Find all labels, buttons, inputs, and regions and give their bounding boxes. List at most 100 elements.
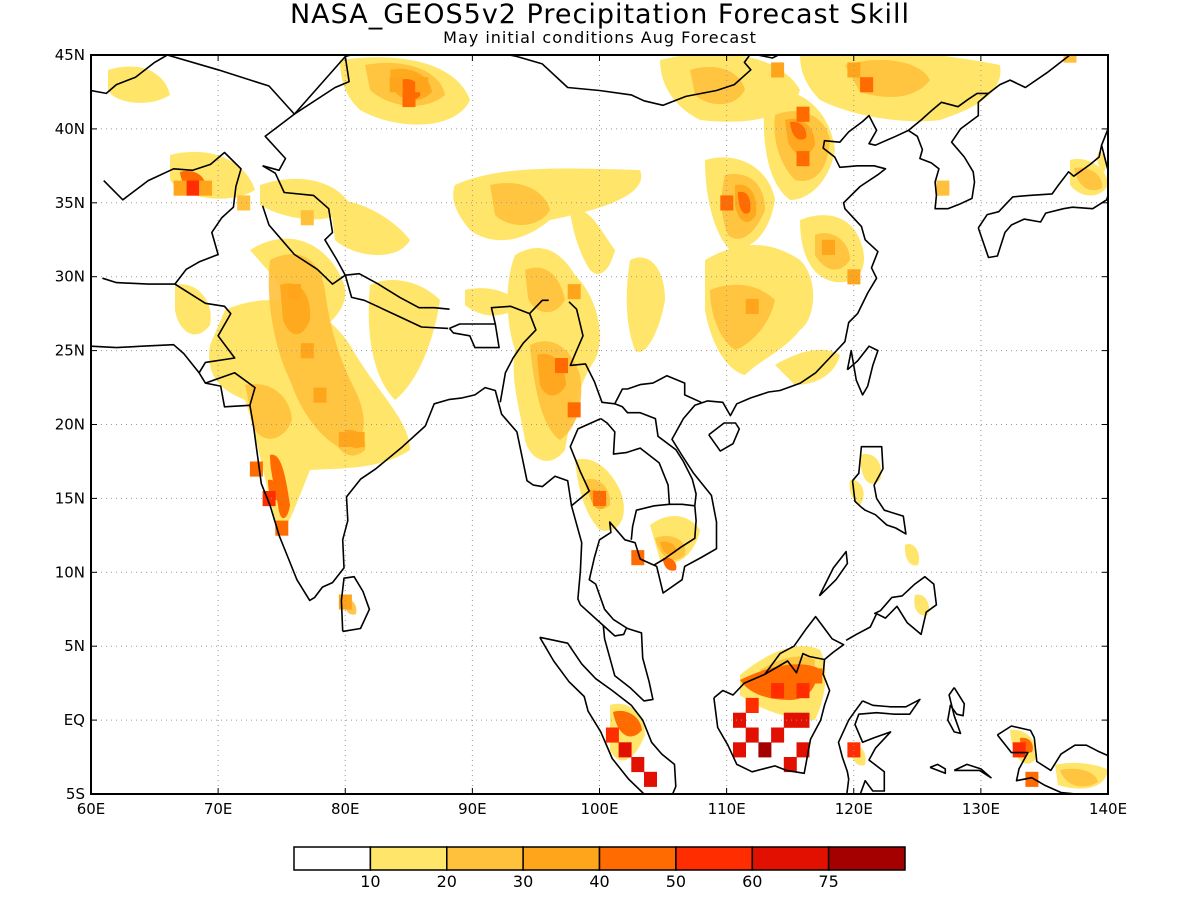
colorbar-label: 40 xyxy=(589,872,609,891)
skill-cell xyxy=(745,697,759,713)
skill-cell xyxy=(415,77,429,93)
skill-cell xyxy=(758,742,772,758)
skill-cell xyxy=(771,683,785,699)
skill-cell xyxy=(796,742,810,758)
skill-cell xyxy=(847,742,861,758)
coastline xyxy=(261,205,346,285)
x-tick-label: 90E xyxy=(458,800,487,818)
x-tick-label: 140E xyxy=(1089,800,1127,818)
coastline xyxy=(947,687,966,735)
x-tick-label: 110E xyxy=(708,800,746,818)
y-tick-label: 15N xyxy=(55,489,85,507)
y-tick-label: 20N xyxy=(55,416,85,434)
skill-cell xyxy=(593,491,607,507)
coastline xyxy=(91,55,168,95)
skill-cell xyxy=(745,298,759,314)
coastline xyxy=(499,313,537,403)
skill-cell xyxy=(860,77,874,93)
skill-cell xyxy=(745,727,759,743)
colorbar-swatch xyxy=(446,846,524,871)
grid-lines xyxy=(91,55,1108,794)
skill-cell xyxy=(186,180,200,196)
skill-cell xyxy=(771,727,785,743)
x-tick-label: 130E xyxy=(962,800,1000,818)
skill-cell xyxy=(809,668,823,684)
y-tick-label: 40N xyxy=(55,120,85,138)
coastline xyxy=(764,652,825,675)
colorbar-label: 75 xyxy=(818,872,838,891)
coastline xyxy=(167,55,346,115)
y-axis: 45N 40N 35N 30N 25N 20N 15N 10N 5N EQ 5S xyxy=(55,46,1108,803)
skill-cell xyxy=(313,387,327,403)
coastline xyxy=(344,274,449,330)
x-axis: 60E 70E 80E 90E 100E 110E 120E 130E 140E xyxy=(77,55,1127,818)
coastline xyxy=(262,55,354,172)
coastline xyxy=(602,624,627,637)
skill-cell xyxy=(555,358,568,374)
skill-cell xyxy=(300,343,314,359)
colorbar-label: 50 xyxy=(666,872,686,891)
coastline xyxy=(653,503,697,566)
coastline xyxy=(539,636,677,794)
coastline xyxy=(505,55,781,107)
coastline xyxy=(846,345,879,396)
coastlines xyxy=(91,55,1108,794)
skill-cell xyxy=(733,742,746,758)
skill-cell xyxy=(771,62,785,78)
skill-cell xyxy=(796,683,810,699)
colorbar-label: 60 xyxy=(742,872,762,891)
skill-cell xyxy=(733,712,746,728)
coastline xyxy=(345,272,450,310)
skill-cell xyxy=(237,195,251,211)
colorbar-label: 10 xyxy=(360,872,380,891)
skill-cell xyxy=(1063,55,1077,63)
skill-cell xyxy=(631,757,645,773)
colorbar-label: 20 xyxy=(437,872,457,891)
skill-cell xyxy=(618,742,632,758)
skill-cell xyxy=(402,92,416,108)
skill-cell xyxy=(796,712,810,728)
y-tick-label: 25N xyxy=(55,342,85,360)
colorbar-swatch xyxy=(293,846,372,871)
colorbar-swatch xyxy=(751,846,830,871)
coastline xyxy=(600,417,671,540)
skill-cell xyxy=(389,77,403,93)
skill-cell xyxy=(567,284,581,300)
coastline xyxy=(614,403,697,506)
skill-cell xyxy=(783,712,797,728)
skill-cell xyxy=(847,269,861,285)
coastline xyxy=(988,55,1071,95)
x-tick-label: 80E xyxy=(331,800,360,818)
coastline xyxy=(837,698,921,794)
skill-cell xyxy=(567,402,581,418)
skill-cell xyxy=(644,771,657,787)
coastline xyxy=(490,299,549,325)
y-tick-label: 35N xyxy=(55,194,85,212)
coastline xyxy=(845,575,938,641)
x-tick-label: 100E xyxy=(580,800,618,818)
skill-cell xyxy=(1012,742,1026,758)
y-tick-label: 5N xyxy=(64,637,85,655)
x-tick-label: 60E xyxy=(77,800,106,818)
skill-cell xyxy=(631,550,645,566)
coastline xyxy=(91,114,909,702)
skill-cell xyxy=(796,106,810,122)
colorbar-swatch xyxy=(675,846,754,871)
coastline xyxy=(818,550,849,597)
x-tick-label: 120E xyxy=(835,800,873,818)
y-tick-label: EQ xyxy=(64,711,85,729)
coastline xyxy=(174,283,236,374)
colorbar-swatch xyxy=(827,846,906,871)
skill-cell xyxy=(822,239,835,255)
y-tick-label: 30N xyxy=(55,268,85,286)
skill-cell xyxy=(288,284,301,300)
colorbar: 10 20 30 40 50 60 75 xyxy=(293,846,906,891)
x-tick-label: 70E xyxy=(204,800,233,818)
skill-cell xyxy=(783,668,797,684)
skill-cell xyxy=(300,210,314,226)
coastline xyxy=(953,763,992,779)
y-tick-label: 5S xyxy=(66,785,85,803)
coastline xyxy=(851,445,907,535)
coastline xyxy=(205,372,256,406)
